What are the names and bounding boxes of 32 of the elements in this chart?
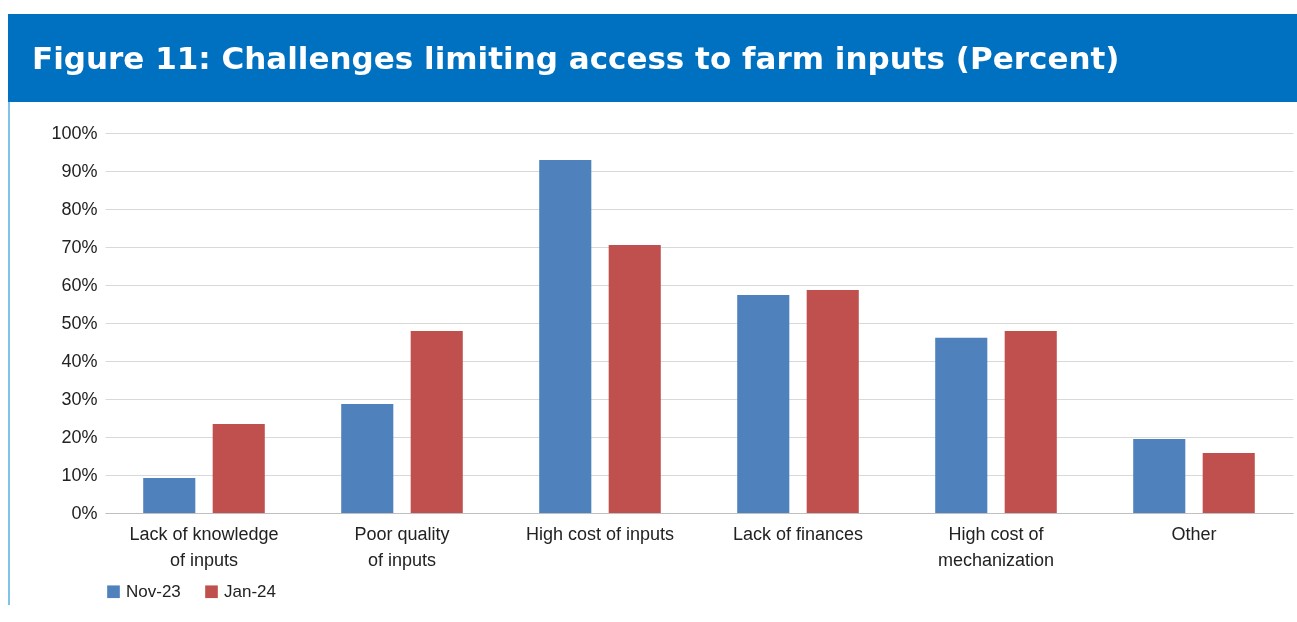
y-tick-label: 10% [61,464,98,485]
bar [806,289,859,513]
bar [143,478,196,513]
x-tick-label: High cost of inputs [525,523,675,544]
y-tick-label: 30% [61,388,98,409]
bar [410,330,463,513]
bar [1004,330,1057,513]
bar [737,294,790,513]
chart-title: Figure 11: Challenges limiting access to farm inputs (Percent) [8,14,1297,102]
bar [212,424,265,513]
bar [1133,438,1186,513]
y-tick-label: 100% [51,122,98,143]
y-tick-label: 20% [61,426,98,447]
x-tick-label: Lack of finances [732,523,864,544]
x-tick-label: Lack of knowledge of inputs [129,523,279,570]
y-tick-label: 90% [61,160,98,181]
legend-label: Nov-23 [126,581,181,601]
y-tick-label: 40% [61,350,98,371]
bar [935,337,988,513]
y-tick-label: 60% [61,274,98,295]
y-tick-label: 80% [61,198,98,219]
legend-label: Jan-24 [224,581,276,601]
x-tick-label: High cost of mechanization [937,523,1055,570]
y-tick-label: 50% [61,312,98,333]
bar [1202,452,1255,513]
x-tick-label: Other [1171,523,1217,544]
x-tick-label: Poor quality of inputs [354,523,450,570]
bar [341,403,394,513]
bar [539,159,592,513]
y-tick-label: 70% [61,236,98,257]
bar [608,245,661,513]
y-tick-label: 0% [71,502,98,523]
